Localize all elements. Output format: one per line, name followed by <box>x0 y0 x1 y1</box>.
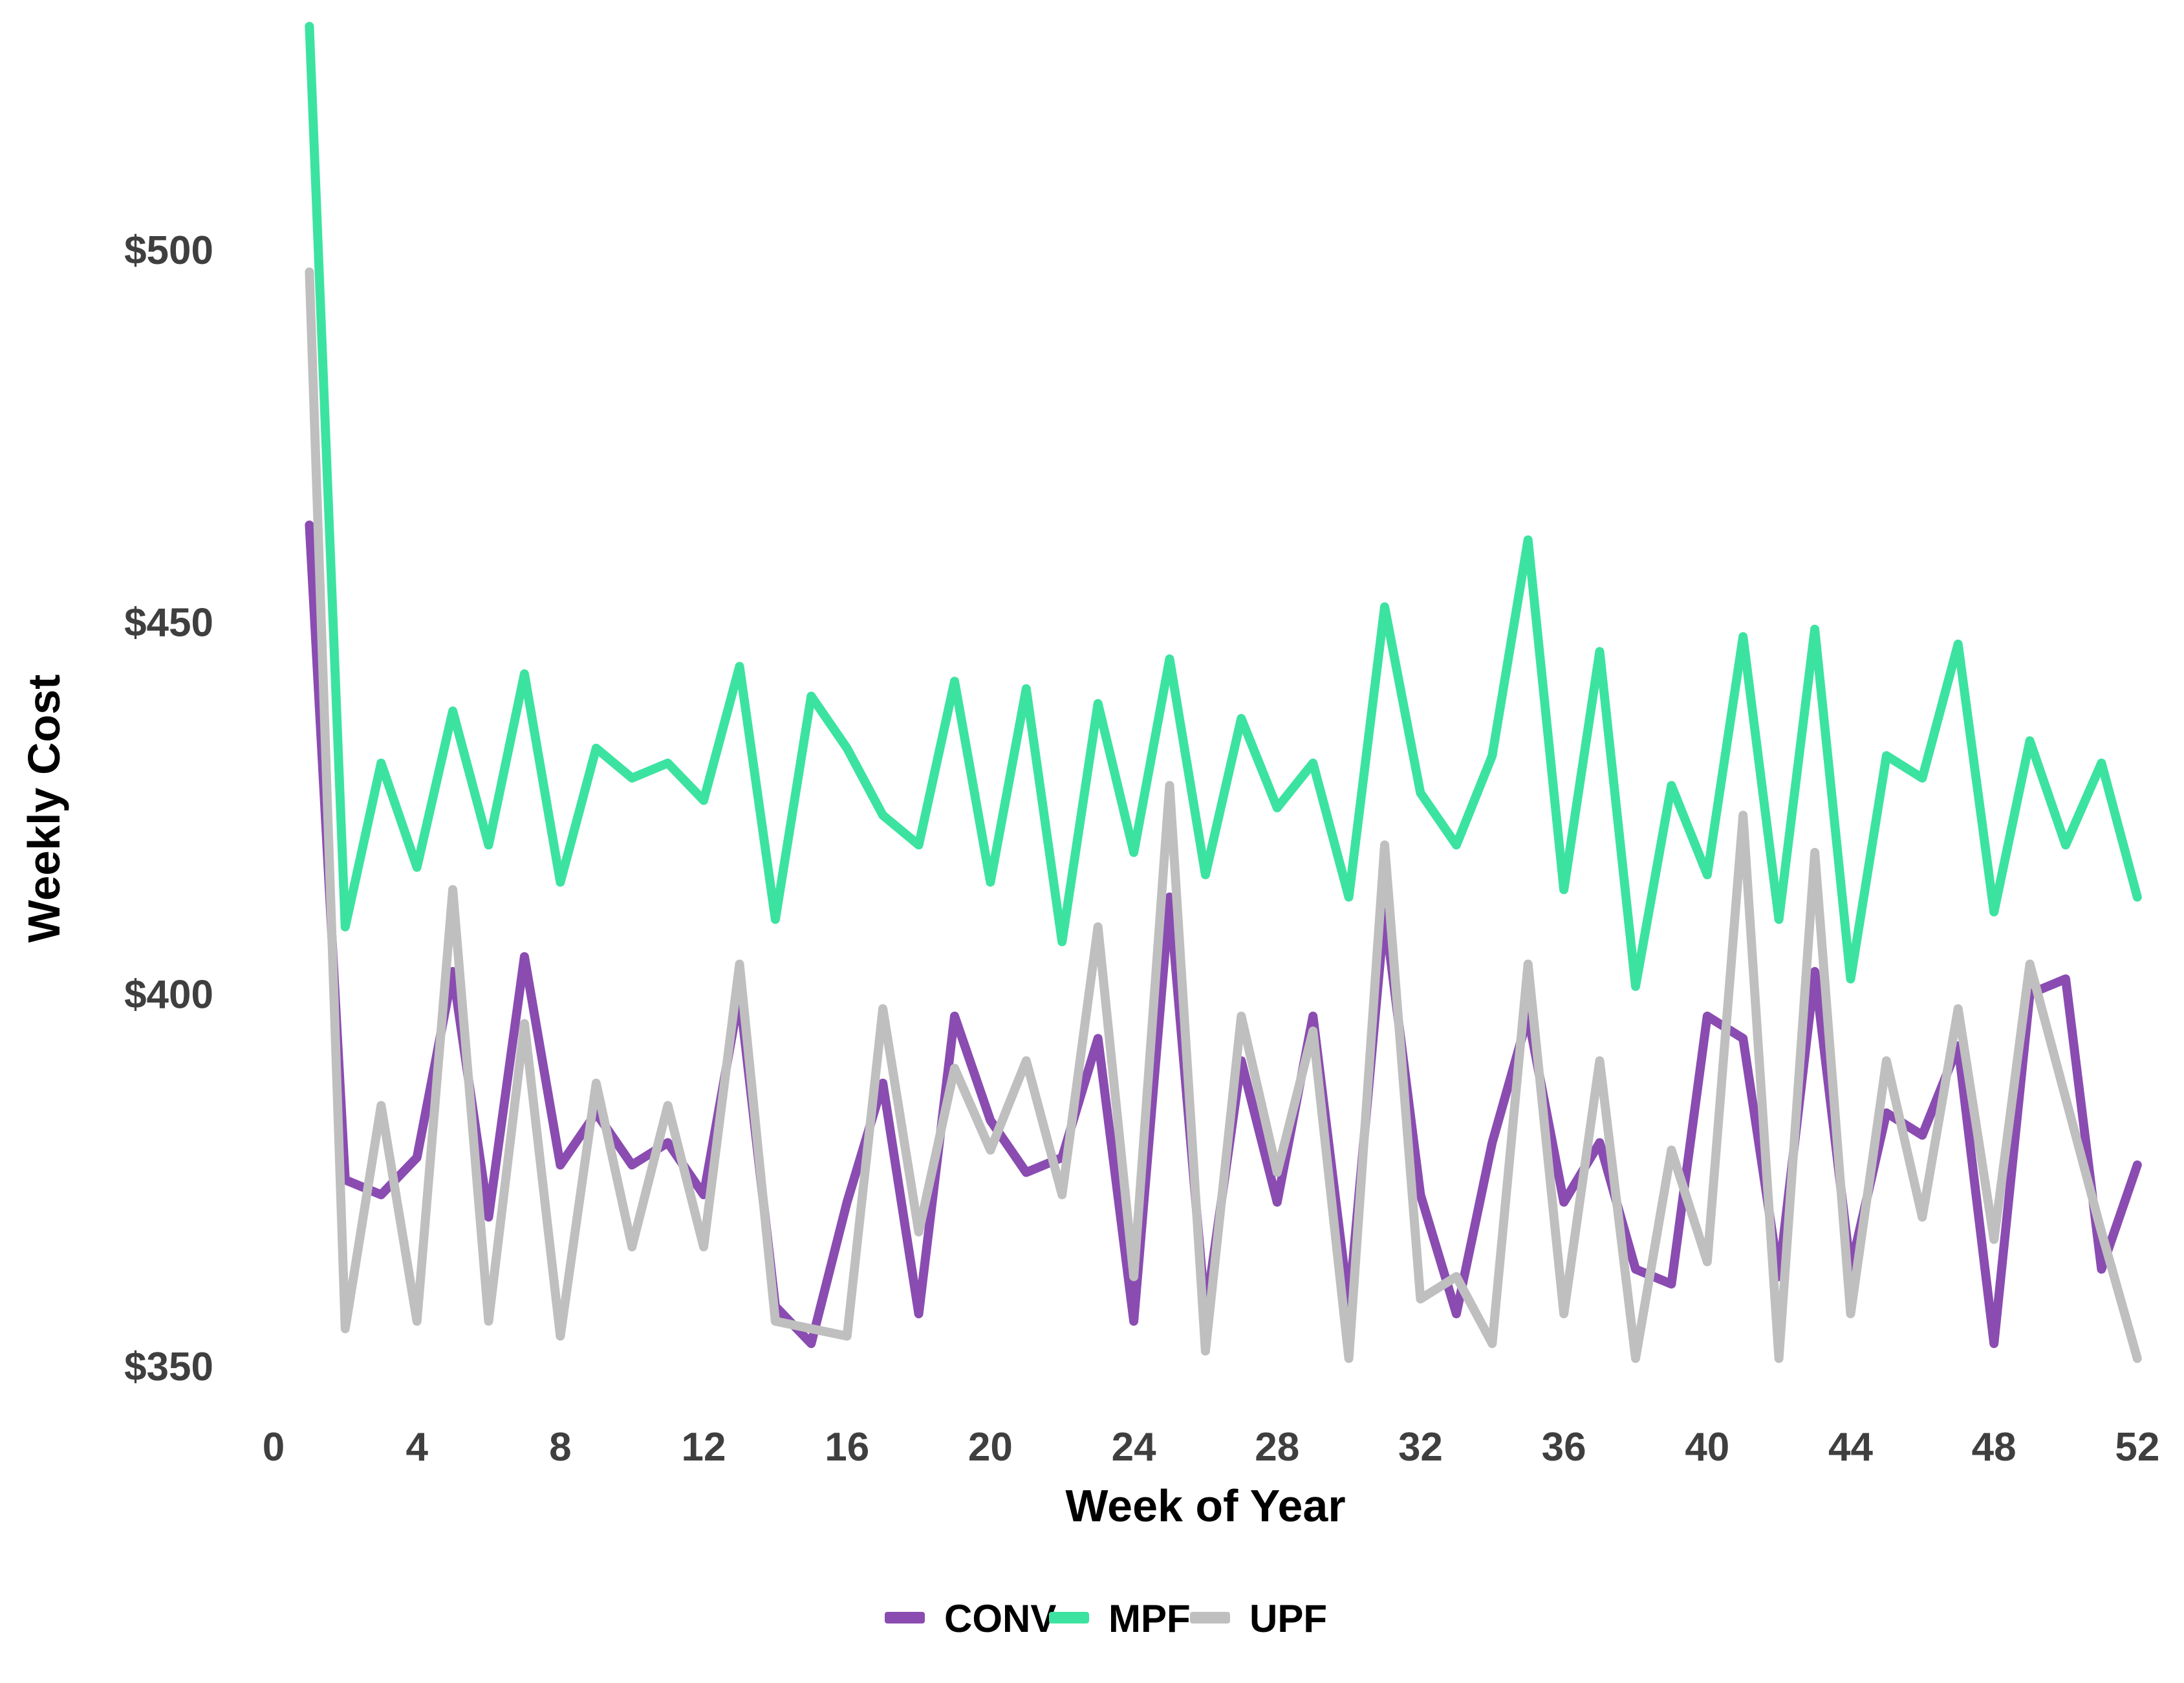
x-axis-title: Week of Year <box>1065 1481 1345 1531</box>
legend: CONV MPF UPF <box>885 1597 1327 1640</box>
x-tick-label: 16 <box>825 1425 869 1470</box>
series-line-mpf <box>305 21 2142 991</box>
series-line-upf <box>305 267 2142 1363</box>
legend-label: CONV <box>944 1597 1056 1640</box>
x-tick-label: 4 <box>405 1425 428 1470</box>
y-tick-label: $450 <box>124 600 213 645</box>
legend-swatch-mpf <box>1049 1612 1089 1623</box>
x-tick-label: 40 <box>1685 1425 1729 1470</box>
y-axis-title: Weekly Cost <box>19 675 69 943</box>
y-tick-label: $400 <box>124 973 213 1017</box>
x-tick-label: 12 <box>682 1425 726 1470</box>
x-tick-label: 32 <box>1398 1425 1443 1470</box>
x-tick-label: 48 <box>1972 1425 2016 1470</box>
x-tick-label: 0 <box>263 1425 285 1470</box>
x-tick-label: 8 <box>549 1425 571 1470</box>
legend-label: UPF <box>1249 1597 1327 1640</box>
x-axis-tick-labels: 0 4 8 12 16 20 24 28 32 36 40 44 48 52 <box>263 1425 2160 1470</box>
x-tick-label: 52 <box>2115 1425 2159 1470</box>
y-tick-label: $350 <box>124 1345 213 1389</box>
y-tick-label: $500 <box>124 228 213 273</box>
legend-item-upf: UPF <box>1190 1597 1327 1640</box>
x-tick-label: 20 <box>968 1425 1013 1470</box>
series-lines <box>305 21 2142 1363</box>
legend-swatch-upf <box>1190 1612 1230 1623</box>
legend-item-conv: CONV <box>885 1597 1056 1640</box>
legend-item-mpf: MPF <box>1049 1597 1191 1640</box>
y-axis-tick-labels: $350 $400 $450 $500 <box>124 228 213 1389</box>
x-tick-label: 24 <box>1112 1425 1156 1470</box>
legend-swatch-conv <box>885 1612 925 1623</box>
x-tick-label: 28 <box>1255 1425 1299 1470</box>
x-tick-label: 44 <box>1828 1425 1873 1470</box>
x-tick-label: 36 <box>1542 1425 1586 1470</box>
legend-label: MPF <box>1108 1597 1191 1640</box>
